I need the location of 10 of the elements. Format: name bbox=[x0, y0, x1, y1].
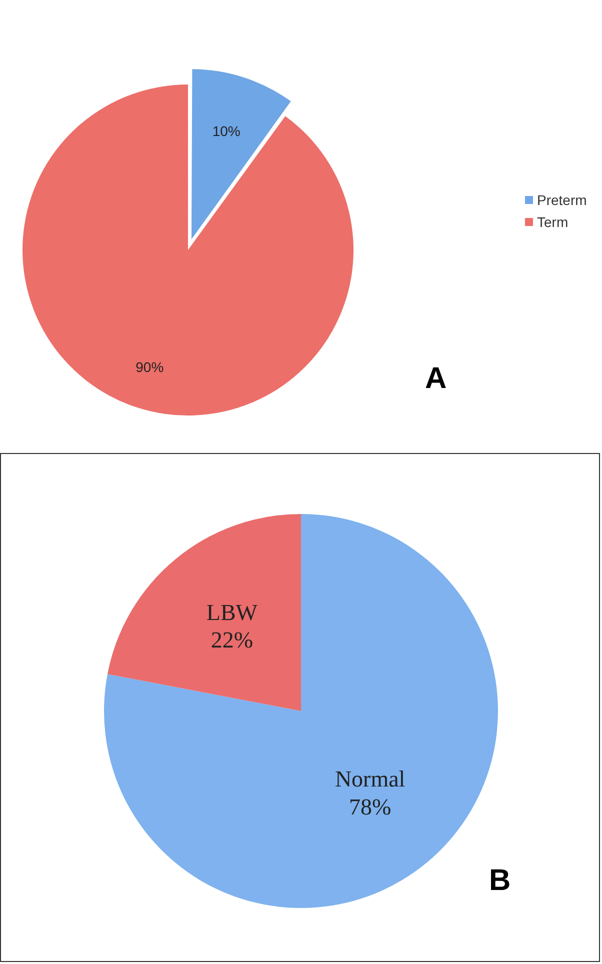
slice-label: LBW bbox=[206, 600, 258, 625]
text: B bbox=[489, 864, 511, 898]
data-label: 22% bbox=[210, 627, 254, 652]
slice-label: Normal bbox=[334, 766, 406, 792]
legend-label: Preterm bbox=[537, 192, 587, 208]
data-label: 90% bbox=[136, 358, 164, 375]
data-label: 78% bbox=[348, 794, 392, 820]
legend-label: Term bbox=[537, 214, 568, 230]
text: A bbox=[425, 362, 447, 396]
data-label: 10% bbox=[212, 122, 240, 139]
